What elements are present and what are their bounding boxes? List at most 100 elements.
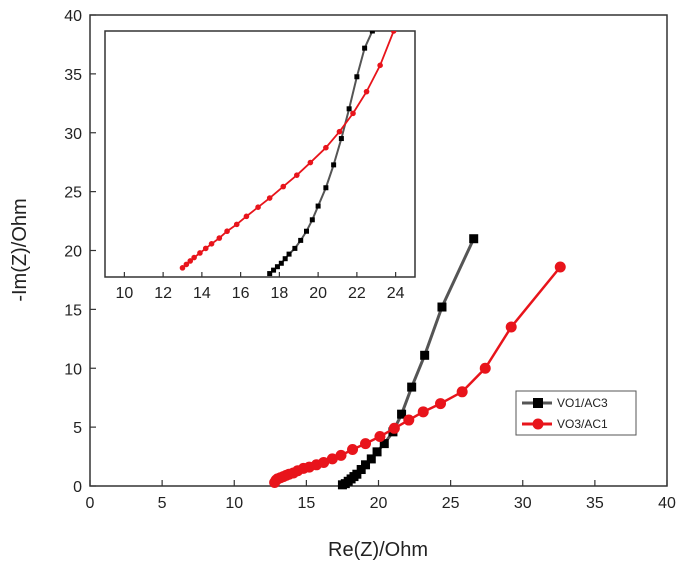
inset-point	[350, 110, 356, 117]
inset-point	[224, 228, 230, 235]
inset-x-tick-label: 24	[387, 285, 405, 302]
x-tick-label: 35	[586, 495, 604, 512]
main-point	[374, 431, 386, 443]
x-tick-label: 15	[297, 495, 315, 512]
legend-marker-vo1	[533, 398, 543, 408]
main-point	[407, 382, 417, 392]
inset-point	[346, 106, 352, 112]
inset-point	[197, 250, 203, 256]
inset-point	[363, 88, 370, 95]
x-axis-title: Re(Z)/Ohm	[328, 539, 428, 561]
inset-point	[298, 237, 304, 243]
main-point	[356, 465, 366, 475]
inset-point	[278, 260, 284, 266]
y-tick-label: 20	[64, 244, 82, 261]
y-tick-label: 35	[64, 67, 82, 84]
x-tick-label: 5	[158, 495, 167, 512]
y-tick-label: 30	[64, 126, 82, 143]
main-point	[360, 438, 372, 450]
legend-label-vo1: VO1/AC3	[557, 396, 608, 410]
legend: VO1/AC3 VO3/AC1	[515, 390, 637, 436]
inset-point	[369, 31, 375, 34]
main-point	[403, 414, 415, 426]
main-point	[361, 460, 371, 470]
inset-point	[267, 271, 273, 277]
inset-point	[323, 185, 329, 191]
main-point	[388, 422, 400, 434]
inset-x-tick-label: 10	[115, 285, 133, 302]
inset-point	[307, 159, 314, 166]
inset-point	[282, 256, 288, 262]
inset-point	[266, 195, 273, 201]
inset-point	[280, 183, 287, 190]
inset-point	[243, 213, 250, 220]
legend-label-vo3: VO3/AC1	[557, 417, 608, 431]
main-axis-ticks: 0 5 10 15 20 25 30 35 40 0 5 10 15 20 25 30 35 40	[64, 8, 676, 512]
inset-point	[179, 265, 186, 271]
main-point	[435, 398, 447, 410]
inset-point	[336, 128, 343, 135]
inset-x-tick-label: 18	[270, 285, 288, 302]
main-point	[420, 350, 430, 360]
inset-point	[233, 221, 240, 228]
y-tick-label: 15	[64, 302, 82, 319]
inset-point	[208, 241, 215, 247]
inset-point	[292, 245, 298, 251]
main-point	[417, 406, 429, 418]
inset-x-tick-label: 14	[193, 285, 211, 302]
main-series-layer	[269, 234, 566, 490]
inset-x-tick-label: 22	[348, 285, 366, 302]
inset-point	[362, 45, 368, 51]
inset-x-tick-label: 16	[232, 285, 250, 302]
inset-point	[315, 203, 321, 209]
inset-point	[271, 267, 277, 273]
inset-series-vo1-ac3	[179, 31, 397, 271]
main-point	[335, 449, 347, 461]
main-point	[366, 454, 376, 464]
y-tick-label: 25	[64, 185, 82, 202]
inset-point	[390, 31, 397, 34]
main-point	[318, 456, 330, 468]
inset-point	[187, 258, 194, 264]
inset-point	[331, 162, 337, 168]
inset-point	[286, 251, 292, 257]
main-point	[505, 321, 517, 333]
main-point	[352, 469, 362, 479]
inset-series-layer	[179, 31, 397, 277]
inset-x-tick-label: 12	[154, 285, 172, 302]
main-point	[469, 234, 479, 244]
x-tick-label: 10	[225, 495, 243, 512]
inset-point	[294, 172, 300, 178]
inset-point	[183, 261, 190, 268]
main-point	[379, 439, 389, 449]
x-tick-label: 20	[370, 495, 388, 512]
main-point	[437, 302, 447, 312]
x-tick-label: 0	[86, 495, 95, 512]
y-tick-label: 10	[64, 361, 82, 378]
main-series-vo1-ac3	[337, 234, 479, 490]
inset-axis-ticks: 10 12 14 16 18 20 22 24	[115, 272, 405, 302]
inset-point	[216, 235, 223, 241]
y-axis-title: -Im(Z)/Ohm	[9, 198, 31, 301]
inset-series-line	[181, 31, 395, 269]
y-tick-label: 0	[73, 479, 82, 496]
main-point	[554, 261, 566, 273]
inset-point	[191, 254, 197, 261]
x-tick-label: 30	[514, 495, 532, 512]
inset-series-vo1-ac3	[267, 31, 375, 277]
inset-plot-frame	[104, 30, 416, 278]
inset-point	[304, 228, 309, 234]
inset-point	[255, 204, 261, 211]
inset-point	[323, 144, 329, 151]
inset-point	[309, 217, 315, 223]
main-point	[326, 453, 338, 465]
x-tick-label: 40	[658, 495, 676, 512]
inset-point	[354, 74, 360, 80]
main-point	[347, 443, 359, 455]
main-point	[397, 409, 407, 419]
inset-point	[274, 264, 280, 270]
inset-point	[377, 62, 383, 69]
inset-x-tick-label: 20	[309, 285, 327, 302]
y-tick-label: 5	[73, 420, 82, 437]
